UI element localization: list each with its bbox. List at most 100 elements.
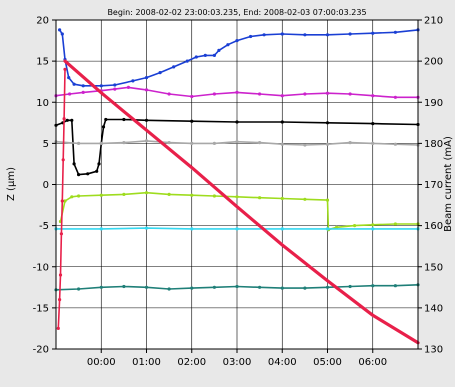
data-point (280, 32, 284, 36)
data-point (86, 172, 90, 176)
data-point (371, 223, 375, 227)
data-point (235, 284, 239, 289)
data-point (58, 28, 62, 32)
x-tick-label: 00:00 (87, 357, 116, 368)
data-point (280, 227, 284, 231)
data-point (280, 120, 284, 124)
data-point (258, 196, 262, 200)
data-point (122, 141, 126, 145)
y-tick-label: 15 (36, 57, 49, 68)
data-point (258, 92, 262, 96)
data-point (212, 92, 216, 96)
data-point (203, 53, 207, 58)
data-point (81, 90, 85, 94)
data-point (190, 193, 194, 197)
data-point (371, 141, 375, 145)
data-point (99, 141, 103, 145)
data-point (167, 287, 171, 291)
data-point (144, 118, 149, 122)
data-point (190, 119, 194, 123)
y2-tick-label: 130 (424, 345, 443, 356)
data-point (325, 198, 330, 202)
data-point (172, 65, 176, 69)
data-point (371, 227, 375, 231)
y-tick-label: 10 (36, 98, 49, 109)
data-point (104, 117, 108, 122)
data-point (77, 141, 81, 145)
data-point (81, 84, 85, 88)
data-point (60, 32, 64, 36)
data-point (122, 284, 126, 289)
data-point (58, 298, 62, 302)
data-point (144, 88, 149, 92)
data-point (325, 121, 330, 125)
data-point (348, 284, 352, 289)
data-point (67, 76, 71, 80)
y-tick-label: -5 (39, 221, 49, 232)
data-point (70, 118, 74, 122)
data-point (280, 142, 284, 146)
data-point (212, 285, 216, 289)
y-tick-label: -15 (33, 303, 49, 314)
data-point (348, 92, 352, 96)
data-point (77, 194, 81, 198)
data-point (99, 193, 103, 197)
x-tick-label: 02:00 (177, 357, 206, 368)
data-point (303, 33, 307, 37)
data-point (325, 227, 330, 231)
data-series (54, 28, 420, 345)
data-point (212, 194, 216, 198)
data-point (212, 141, 216, 145)
data-point (325, 285, 330, 289)
data-point (348, 32, 352, 36)
series-trace (57, 69, 66, 329)
x-tick-label: 01:00 (132, 357, 161, 368)
data-point (59, 232, 64, 236)
data-point (167, 141, 171, 145)
data-point (235, 120, 239, 124)
y-axis-label: Z (µm) (6, 167, 17, 201)
data-point (113, 87, 117, 91)
axis-ticks: 00:00 01:00 02:00 03:00 04:00 05:00 06:00 20 15 1… (33, 16, 443, 369)
y2-tick-label: 210 (424, 16, 443, 27)
y2-tick-label: 150 (424, 262, 443, 273)
data-point (249, 34, 253, 39)
y2-tick-label: 140 (424, 303, 443, 314)
data-point (144, 76, 149, 80)
data-point (303, 197, 307, 201)
data-point (122, 192, 126, 196)
data-point (70, 195, 74, 199)
data-point (226, 43, 230, 47)
y-tick-label: -20 (33, 345, 49, 356)
y2-tick-label: 190 (424, 98, 443, 109)
data-point (212, 53, 216, 58)
data-point (72, 82, 76, 86)
series-trace (55, 118, 419, 176)
data-point (65, 118, 69, 122)
data-point (303, 286, 307, 290)
series-2 (54, 117, 420, 177)
data-point (371, 31, 375, 35)
data-point (393, 284, 397, 288)
data-point (393, 95, 397, 99)
data-point (144, 226, 149, 230)
data-point (393, 30, 397, 34)
y2-tick-label: 160 (424, 221, 443, 232)
data-point (56, 326, 60, 330)
data-point (371, 284, 375, 288)
chart-title: Begin: 2008-02-02 23:00:03.235, End: 200… (107, 8, 366, 17)
y2-tick-label: 170 (424, 180, 443, 191)
data-point (60, 199, 64, 203)
data-point (167, 192, 171, 196)
data-point (190, 141, 194, 145)
data-point (235, 39, 239, 43)
x-tick-label: 05:00 (313, 357, 342, 368)
y2-tick-label: 180 (424, 139, 443, 150)
data-point (101, 125, 106, 129)
data-point (325, 33, 330, 37)
data-point (77, 287, 81, 291)
x-tick-label: 06:00 (358, 357, 387, 368)
series-trace (58, 29, 419, 87)
